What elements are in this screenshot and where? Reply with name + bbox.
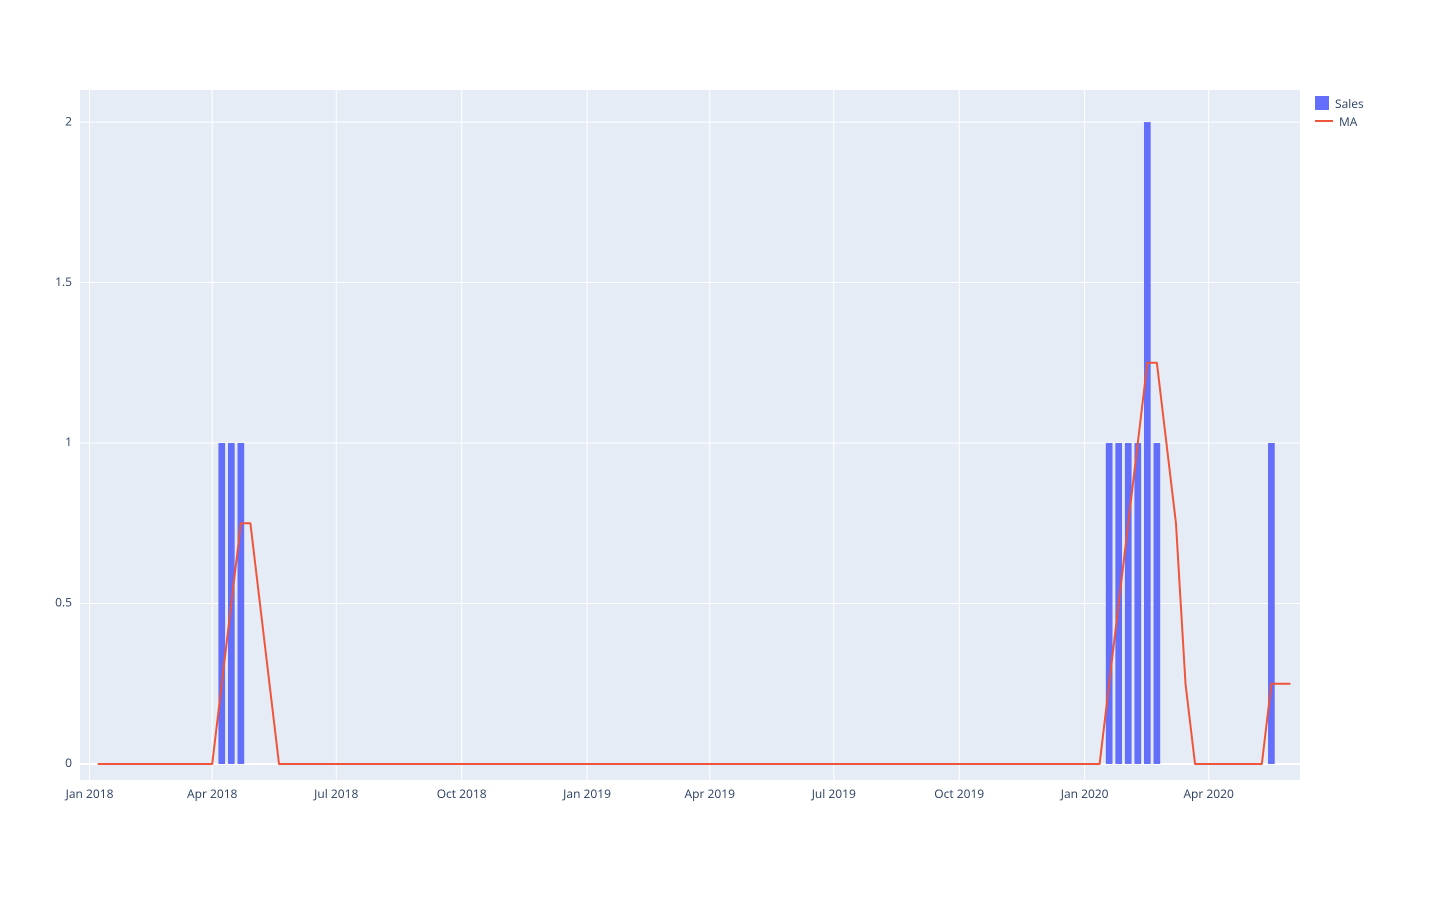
x-tick-label: Jul 2018 bbox=[313, 785, 358, 802]
legend: Sales MA bbox=[1315, 94, 1364, 130]
x-tick-label: Apr 2018 bbox=[187, 785, 238, 802]
legend-swatch-line-icon bbox=[1315, 120, 1333, 122]
x-tick-label: Jan 2020 bbox=[1060, 785, 1109, 802]
legend-item-sales[interactable]: Sales bbox=[1315, 94, 1364, 112]
y-tick-label: 1 bbox=[65, 433, 72, 450]
x-tick-label: Oct 2018 bbox=[437, 785, 487, 802]
legend-item-ma[interactable]: MA bbox=[1315, 112, 1364, 130]
bar bbox=[1268, 443, 1275, 764]
y-tick-label: 0.5 bbox=[55, 594, 72, 611]
bar bbox=[238, 443, 245, 764]
x-tick-label: Oct 2019 bbox=[934, 785, 984, 802]
bar bbox=[1134, 443, 1141, 764]
x-tick-label: Jan 2018 bbox=[65, 785, 114, 802]
bar bbox=[1106, 443, 1113, 764]
bar bbox=[1154, 443, 1161, 764]
legend-label-sales: Sales bbox=[1335, 95, 1364, 112]
bar bbox=[1125, 443, 1132, 764]
x-tick-label: Apr 2019 bbox=[685, 785, 736, 802]
chart-container: { "chart": { "type": "bar+line", "canvas… bbox=[0, 0, 1440, 900]
y-tick-label: 2 bbox=[65, 112, 72, 129]
y-tick-label: 0 bbox=[65, 754, 72, 771]
bar bbox=[218, 443, 225, 764]
chart-svg: 0 0.5 1 1.5 2 Jan 2018 Apr 2018 Jul 2018 Oct 201… bbox=[0, 0, 1440, 900]
x-tick-label: Jul 2019 bbox=[811, 785, 856, 802]
y-tick-label: 1.5 bbox=[55, 273, 72, 290]
legend-label-ma: MA bbox=[1339, 113, 1357, 130]
legend-swatch-bar-icon bbox=[1315, 96, 1329, 110]
x-tick-label: Jan 2019 bbox=[562, 785, 611, 802]
x-tick-label: Apr 2020 bbox=[1183, 785, 1234, 802]
bar bbox=[1144, 122, 1151, 764]
